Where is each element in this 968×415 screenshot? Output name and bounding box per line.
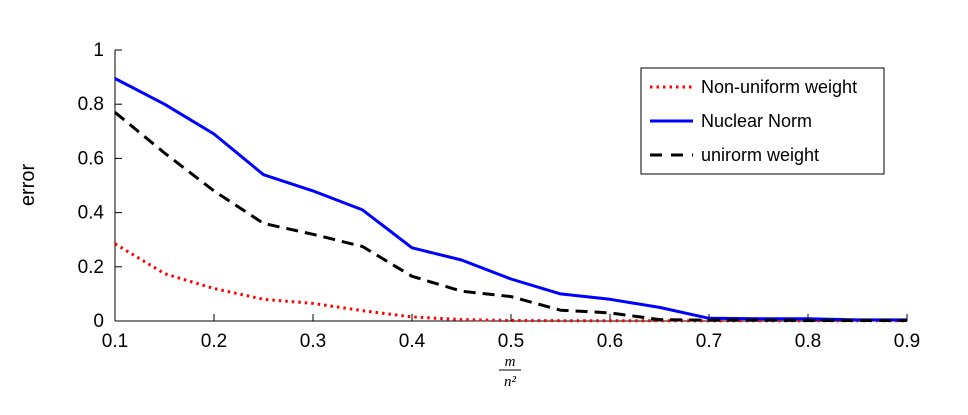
x-tick-label: 0.4 (399, 331, 426, 352)
x-tick-label: 0.8 (795, 331, 821, 352)
series-layer (114, 77, 907, 323)
y-axis-label: error (17, 164, 39, 207)
x-ticks: 0.1 0.2 0.3 0.4 0.5 0.6 0.7 0.8 0.9 (102, 314, 920, 352)
series-line-2 (114, 111, 907, 322)
x-tick-label: 0.1 (102, 331, 128, 352)
y-tick-label: 1 (93, 40, 104, 61)
legend-label: Nuclear Norm (701, 111, 812, 131)
y-tick-label: 0.2 (78, 257, 104, 278)
y-tick-label: 0 (93, 311, 104, 332)
x-label-denominator: n² (504, 374, 517, 390)
x-tick-label: 0.6 (597, 331, 623, 352)
x-tick-label: 0.2 (201, 331, 227, 352)
y-tick-label: 0.6 (78, 148, 104, 169)
legend: Non-uniform weight Nuclear Norm unirorm we… (640, 67, 885, 175)
x-label-numerator: m (505, 354, 516, 370)
x-tick-label: 0.7 (696, 331, 722, 352)
y-tick-label: 0.8 (78, 94, 104, 115)
legend-label: Non-uniform weight (701, 77, 857, 97)
legend-label: unirorm weight (701, 145, 819, 165)
y-ticks: 0 0.2 0.4 0.6 0.8 1 (78, 40, 122, 332)
x-tick-label: 0.9 (894, 331, 920, 352)
x-tick-label: 0.3 (300, 331, 326, 352)
series-line-0 (114, 242, 907, 323)
y-tick-label: 0.4 (78, 203, 105, 224)
x-axis-label: m n² (499, 354, 521, 390)
x-tick-label: 0.5 (498, 331, 524, 352)
